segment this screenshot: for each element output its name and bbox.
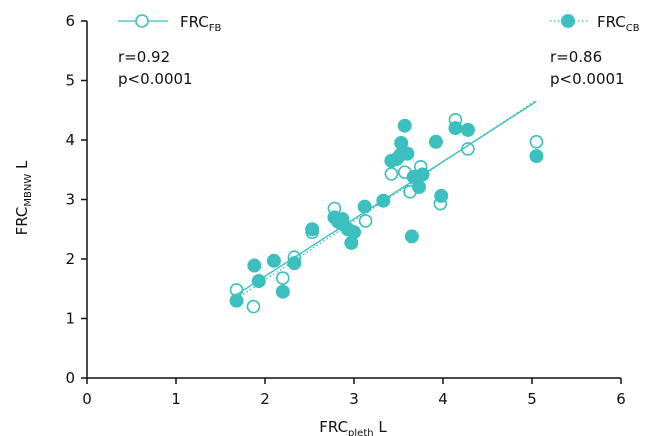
y-tick-label: 0 <box>65 369 75 387</box>
data-point-cb <box>287 256 302 271</box>
y-axis-title-unit: L <box>13 160 31 174</box>
stat-r-fb: r=0.92 <box>118 48 170 66</box>
legend-fb-label-sub: FB <box>209 23 222 34</box>
legend-fb-marker <box>135 14 149 28</box>
y-axis-title-main: FRC <box>13 207 31 236</box>
data-point-cb <box>460 122 475 137</box>
legend-cb-marker <box>561 14 575 28</box>
data-point-cb <box>448 121 463 136</box>
data-point-fb <box>529 134 544 149</box>
x-tick-label: 6 <box>616 390 626 408</box>
x-tick-label: 3 <box>349 390 359 408</box>
data-point-cb <box>411 180 426 195</box>
x-axis-title-sub: pleth <box>348 428 374 436</box>
y-axis-title-sub: MBNW <box>23 174 34 207</box>
data-point-cb <box>415 167 430 182</box>
data-point-fb <box>275 271 290 285</box>
y-ticks: 0 1 2 3 4 5 6 <box>65 12 87 387</box>
x-tick-label: 2 <box>260 390 270 408</box>
data-point-cb <box>529 149 544 164</box>
x-axis-title-main: FRC <box>319 418 348 436</box>
x-tick-label: 1 <box>171 390 181 408</box>
x-tick-label: 4 <box>438 390 448 408</box>
data-points <box>229 112 544 314</box>
data-point-cb <box>400 146 415 161</box>
data-point-cb <box>397 118 412 133</box>
data-point-fb <box>461 142 475 156</box>
legend-fb-label-main: FRC <box>180 13 209 31</box>
legend-cb-label-sub: CB <box>626 23 640 34</box>
stat-p-cb: p<0.0001 <box>550 70 625 88</box>
data-point-cb <box>251 274 266 289</box>
stat-p-fb: p<0.0001 <box>118 70 193 88</box>
legend-cb-label-main: FRC <box>597 13 626 31</box>
y-tick-label: 2 <box>65 250 75 268</box>
data-point-fb <box>384 167 399 181</box>
y-tick-label: 5 <box>65 72 75 90</box>
data-point-cb <box>428 134 443 149</box>
data-point-cb <box>247 258 262 273</box>
legend-entry-cb: FRCCB r=0.86 p<0.0001 <box>550 13 640 88</box>
y-tick-label: 1 <box>65 310 75 328</box>
data-point-cb <box>376 193 391 208</box>
axes: 0 1 2 3 4 5 6 0 1 2 3 4 5 6 <box>65 12 625 408</box>
data-point-cb <box>305 222 320 237</box>
data-point-cb <box>434 188 449 203</box>
x-axis-title: FRCpleth L <box>319 418 387 436</box>
x-tick-label: 5 <box>527 390 537 408</box>
x-axis-title-unit: L <box>374 418 388 436</box>
data-point-cb <box>404 229 419 244</box>
y-tick-label: 6 <box>65 12 75 30</box>
legend-entry-fb: FRCFB r=0.92 p<0.0001 <box>118 13 222 88</box>
data-point-cb <box>229 293 244 308</box>
data-point-cb <box>347 225 361 240</box>
data-point-cb <box>357 199 372 214</box>
y-tick-label: 3 <box>65 191 75 209</box>
data-point-cb <box>266 253 281 268</box>
y-axis-title: FRCMBNW L <box>13 160 34 235</box>
data-point-fb <box>358 214 373 228</box>
legend-fb-label: FRCFB <box>180 13 222 34</box>
x-ticks: 0 1 2 3 4 5 6 <box>82 378 626 408</box>
legend-cb-label: FRCCB <box>597 13 640 34</box>
data-point-fb <box>246 299 261 314</box>
data-point-cb <box>394 135 409 150</box>
y-tick-label: 4 <box>65 131 75 149</box>
x-tick-label: 0 <box>82 390 92 408</box>
stat-r-cb: r=0.86 <box>550 48 602 66</box>
data-point-cb <box>275 284 290 299</box>
